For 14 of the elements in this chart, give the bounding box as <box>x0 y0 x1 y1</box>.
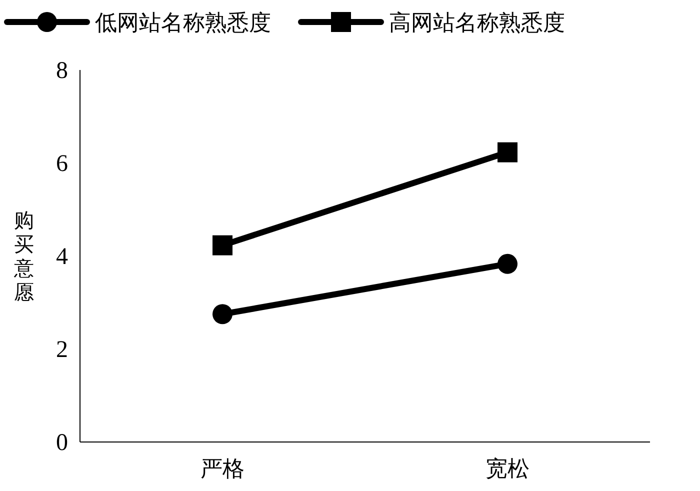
y-tick-label: 4 <box>56 244 68 270</box>
legend-label: 低网站名称熟悉度 <box>95 10 271 35</box>
y-axis-title: 购买意愿 <box>13 210 34 304</box>
y-tick-label: 6 <box>56 151 68 177</box>
y-tick-label: 2 <box>56 337 68 363</box>
x-tick-label: 宽松 <box>486 456 530 481</box>
point <box>498 142 518 162</box>
y-tick-label: 0 <box>56 430 68 456</box>
point <box>212 235 232 256</box>
x-tick-label: 严格 <box>200 456 244 481</box>
point <box>212 304 232 324</box>
y-tick-label: 8 <box>56 58 68 84</box>
legend-label: 高网站名称熟悉度 <box>389 10 565 35</box>
point <box>498 254 518 274</box>
